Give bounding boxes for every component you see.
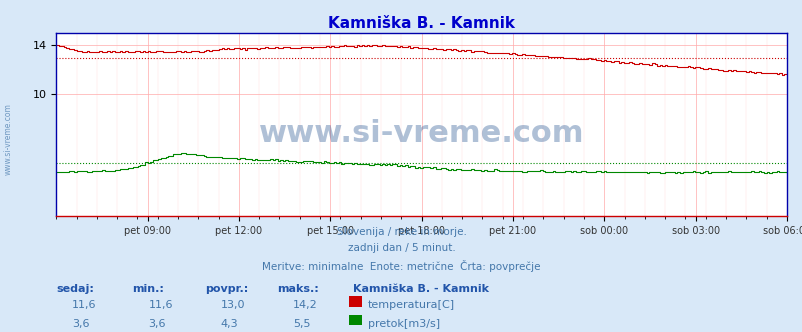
Text: www.si-vreme.com: www.si-vreme.com	[258, 119, 584, 148]
Text: Slovenija / reke in morje.: Slovenija / reke in morje.	[336, 227, 466, 237]
Text: maks.:: maks.:	[277, 284, 318, 294]
Text: 3,6: 3,6	[72, 319, 90, 329]
Text: www.si-vreme.com: www.si-vreme.com	[4, 104, 13, 175]
Text: sedaj:: sedaj:	[56, 284, 94, 294]
Text: povpr.:: povpr.:	[205, 284, 248, 294]
Text: 13,0: 13,0	[221, 300, 245, 310]
Text: Kamniška B. - Kamnik: Kamniška B. - Kamnik	[353, 284, 488, 294]
Text: zadnji dan / 5 minut.: zadnji dan / 5 minut.	[347, 243, 455, 253]
Text: 5,5: 5,5	[293, 319, 310, 329]
Text: 11,6: 11,6	[72, 300, 97, 310]
Text: pretok[m3/s]: pretok[m3/s]	[367, 319, 439, 329]
Title: Kamniška B. - Kamnik: Kamniška B. - Kamnik	[328, 16, 514, 31]
Text: 14,2: 14,2	[293, 300, 318, 310]
Text: 4,3: 4,3	[221, 319, 238, 329]
Text: temperatura[C]: temperatura[C]	[367, 300, 454, 310]
Text: Meritve: minimalne  Enote: metrične  Črta: povprečje: Meritve: minimalne Enote: metrične Črta:…	[262, 260, 540, 272]
Text: min.:: min.:	[132, 284, 164, 294]
Text: 11,6: 11,6	[148, 300, 173, 310]
Text: 3,6: 3,6	[148, 319, 166, 329]
